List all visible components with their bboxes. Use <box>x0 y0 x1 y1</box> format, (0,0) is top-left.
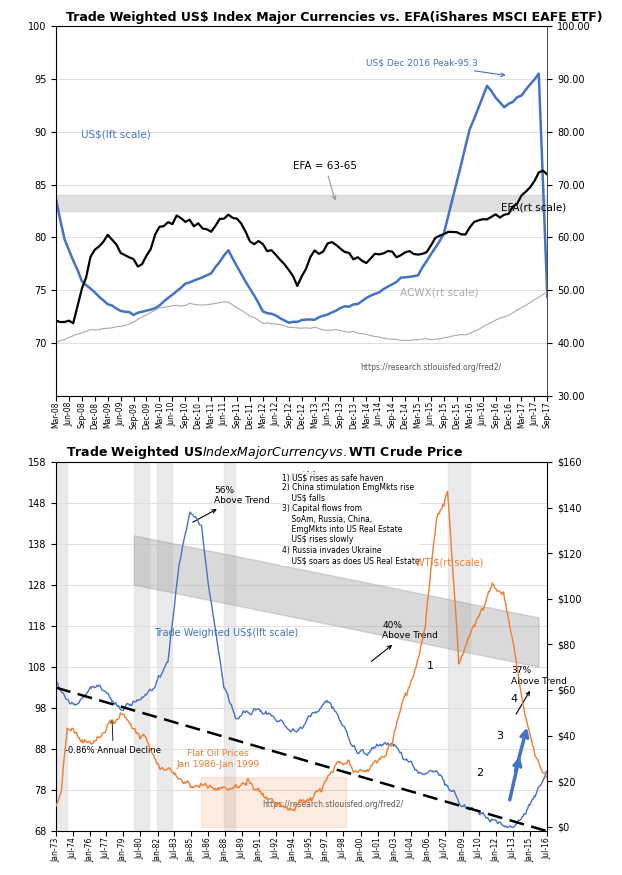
Text: 3: 3 <box>496 731 503 741</box>
Text: 37%
Above Trend: 37% Above Trend <box>511 666 567 714</box>
Bar <box>448 462 470 831</box>
Text: Trade Weighted US$ Index Major Currencies vs. EFA(iShares MSCI EAFE ETF): Trade Weighted US$ Index Major Currencie… <box>66 10 603 24</box>
Text: Trade Weighted US$(lft scale): Trade Weighted US$(lft scale) <box>154 627 299 638</box>
Text: Flat Oil Prices
Jan 1986-Jan 1999: Flat Oil Prices Jan 1986-Jan 1999 <box>177 749 260 768</box>
Bar <box>56 195 547 211</box>
Text: 40%
Above Trend: 40% Above Trend <box>371 621 438 662</box>
Text: 1: 1 <box>427 661 434 671</box>
Text: 56%
Above Trend: 56% Above Trend <box>193 486 271 522</box>
Text: ACWX(rt scale): ACWX(rt scale) <box>400 288 478 298</box>
Bar <box>157 462 172 831</box>
Text: 4: 4 <box>511 694 518 704</box>
Text: US$(lft scale): US$(lft scale) <box>81 129 151 139</box>
Polygon shape <box>134 536 539 667</box>
Bar <box>224 462 235 831</box>
Text: US$ Dec 2016 Peak-95.3: US$ Dec 2016 Peak-95.3 <box>366 59 504 76</box>
Text: monthly: monthly <box>282 472 322 481</box>
Text: EFA(rt scale): EFA(rt scale) <box>501 203 566 213</box>
Text: 1) US$ rises as safe haven
2) China stimulation EmgMkts rise
    US$ falls
3) Ca: 1) US$ rises as safe haven 2) China stim… <box>282 473 420 565</box>
Bar <box>134 462 149 831</box>
Bar <box>56 462 67 831</box>
Text: 2: 2 <box>476 768 483 778</box>
Text: https://research.stlouisfed.org/fred2/: https://research.stlouisfed.org/fred2/ <box>361 362 502 372</box>
Text: Trade Weighted US$ Index Major Currency vs. $WTI Crude Price: Trade Weighted US$ Index Major Currency … <box>66 444 463 461</box>
Text: -0.86% Annual Decline: -0.86% Annual Decline <box>65 720 161 755</box>
Text: WTI$(rt scale): WTI$(rt scale) <box>415 557 483 567</box>
Text: EFA = 63-65: EFA = 63-65 <box>293 161 357 200</box>
Text: https://research.stlouisfed.org/fred2/: https://research.stlouisfed.org/fred2/ <box>262 801 404 809</box>
